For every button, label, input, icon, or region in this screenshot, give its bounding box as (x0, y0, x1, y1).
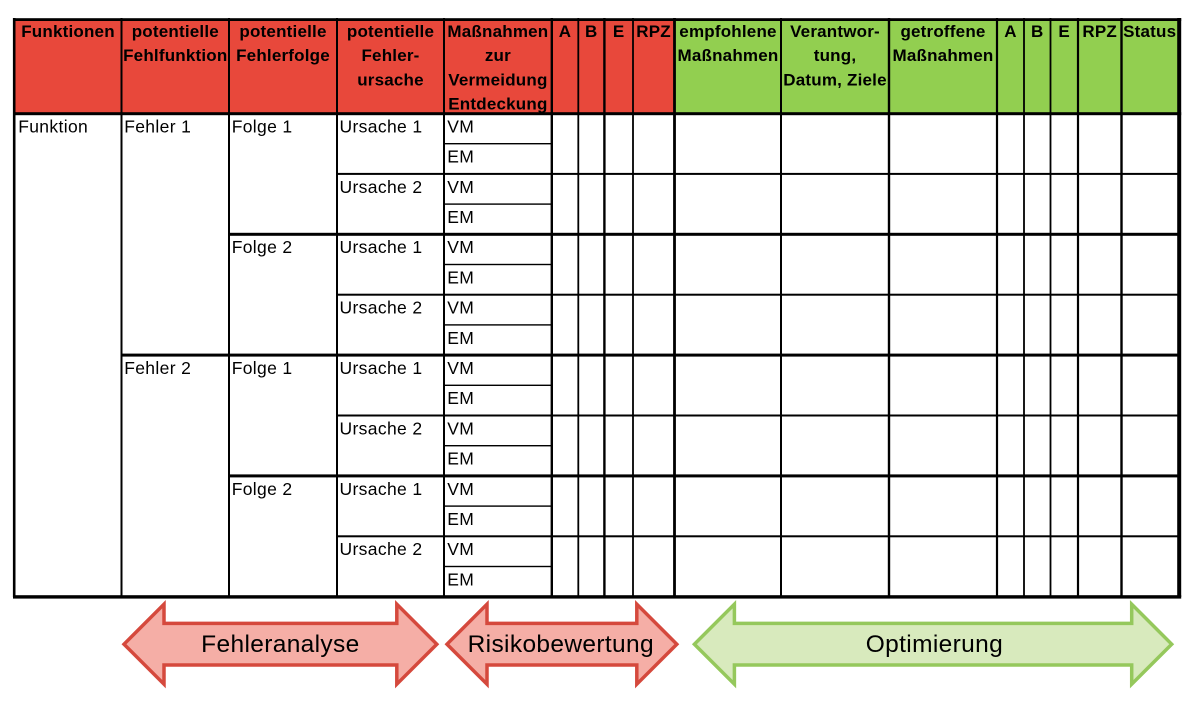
svg-text:Ursache 1: Ursache 1 (340, 358, 423, 378)
svg-text:Fehlfunktion: Fehlfunktion (123, 46, 227, 65)
svg-text:Maßnahmen: Maßnahmen (678, 46, 779, 65)
svg-text:Ursache 2: Ursache 2 (340, 177, 423, 197)
svg-text:EM: EM (447, 388, 474, 408)
svg-text:E: E (613, 22, 625, 41)
svg-text:Verantwor-: Verantwor- (790, 22, 880, 41)
svg-text:EM: EM (447, 449, 474, 469)
svg-text:Ursache 2: Ursache 2 (340, 298, 423, 318)
svg-text:Maßnahmen: Maßnahmen (447, 22, 548, 41)
svg-text:Optimierung: Optimierung (866, 631, 1003, 658)
svg-text:Vermeidung: Vermeidung (448, 70, 547, 89)
svg-text:getroffene: getroffene (900, 22, 985, 41)
svg-text:E: E (1058, 22, 1070, 41)
svg-text:potentielle: potentielle (239, 22, 326, 41)
svg-text:Ursache 1: Ursache 1 (340, 237, 423, 257)
svg-text:Folge 1: Folge 1 (232, 358, 293, 378)
svg-text:empfohlene: empfohlene (679, 22, 776, 41)
svg-text:potentielle: potentielle (132, 22, 219, 41)
svg-text:Fehlerfolge: Fehlerfolge (236, 46, 330, 65)
svg-text:Ursache 1: Ursache 1 (340, 479, 423, 499)
svg-text:Ursache 1: Ursache 1 (340, 116, 423, 136)
svg-text:Fehler 1: Fehler 1 (124, 116, 191, 136)
svg-text:tung,: tung, (814, 46, 857, 65)
svg-text:EM: EM (447, 509, 474, 529)
svg-text:zur: zur (485, 46, 511, 65)
svg-text:VM: VM (447, 298, 474, 318)
svg-text:VM: VM (447, 177, 474, 197)
svg-text:EM: EM (447, 147, 474, 167)
svg-text:Fehler-: Fehler- (361, 46, 419, 65)
svg-text:Fehleranalyse: Fehleranalyse (201, 631, 359, 658)
svg-text:Folge 2: Folge 2 (232, 479, 293, 499)
svg-text:Ursache 2: Ursache 2 (340, 418, 423, 438)
svg-text:VM: VM (447, 418, 474, 438)
svg-text:EM: EM (447, 569, 474, 589)
svg-text:Risikobewertung: Risikobewertung (468, 631, 654, 658)
svg-text:VM: VM (447, 539, 474, 559)
svg-text:Datum, Ziele: Datum, Ziele (783, 70, 886, 89)
svg-text:B: B (585, 22, 597, 41)
svg-text:Folge 2: Folge 2 (232, 237, 293, 257)
svg-text:Folge 1: Folge 1 (232, 116, 293, 136)
svg-text:EM: EM (447, 267, 474, 287)
svg-text:EM: EM (447, 207, 474, 227)
svg-text:Maßnahmen: Maßnahmen (893, 46, 994, 65)
svg-text:VM: VM (447, 237, 474, 257)
svg-text:RPZ: RPZ (636, 22, 671, 41)
svg-text:Funktion: Funktion (18, 116, 88, 136)
svg-text:RPZ: RPZ (1082, 22, 1117, 41)
svg-text:Fehler 2: Fehler 2 (124, 358, 191, 378)
svg-text:VM: VM (447, 358, 474, 378)
svg-text:Ursache 2: Ursache 2 (340, 539, 423, 559)
svg-text:potentielle: potentielle (347, 22, 434, 41)
svg-text:Entdeckung: Entdeckung (448, 95, 547, 114)
svg-text:ursache: ursache (357, 70, 424, 89)
svg-text:A: A (559, 22, 571, 41)
svg-text:VM: VM (447, 116, 474, 136)
svg-text:B: B (1031, 22, 1043, 41)
svg-text:Funktionen: Funktionen (21, 22, 115, 41)
svg-text:VM: VM (447, 479, 474, 499)
svg-text:A: A (1004, 22, 1016, 41)
svg-text:EM: EM (447, 328, 474, 348)
svg-text:Status: Status (1123, 22, 1176, 41)
